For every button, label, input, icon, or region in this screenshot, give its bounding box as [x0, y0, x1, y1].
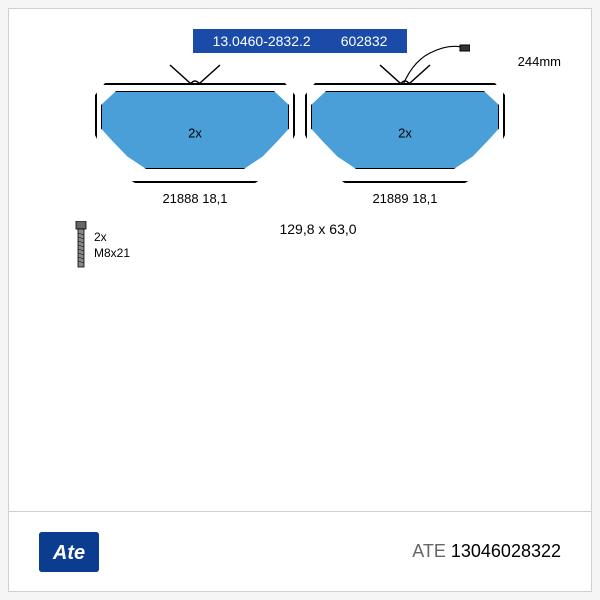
secondary-code: 602832	[341, 33, 388, 49]
brand-name: ATE	[412, 541, 446, 561]
brake-pads-row: 2x 21888 18,1	[39, 83, 561, 206]
bolt-icon	[74, 221, 88, 271]
svg-text:Ate: Ate	[52, 542, 85, 564]
left-pad-qty-label: 2x	[188, 126, 202, 141]
product-diagram-container: 13.0460-2832.2 602832 244mm 2x 21888 18,	[8, 8, 592, 592]
right-pad-spec: 21889 18,1	[305, 191, 505, 206]
right-pad-wrapper: 2x 21889 18,1	[305, 83, 505, 206]
diagram-area: 13.0460-2832.2 602832 244mm 2x 21888 18,	[9, 9, 591, 459]
left-brake-pad: 2x	[95, 83, 295, 183]
bolt-section: 2x M8x21	[74, 221, 130, 271]
wire-length-label: 244mm	[518, 54, 561, 69]
pad-dimensions: 129,8 x 63,0	[279, 221, 356, 237]
header-codes-bar: 13.0460-2832.2 602832	[193, 29, 408, 53]
footer-text: ATE 13046028322	[412, 541, 561, 562]
bolt-spec: M8x21	[94, 246, 130, 262]
footer-bar: Ate ATE 13046028322	[9, 511, 591, 591]
specs-row: 2x M8x21 129,8 x 63,0	[39, 221, 561, 271]
bolt-qty: 2x	[94, 230, 130, 246]
right-pad-qty-label: 2x	[398, 126, 412, 141]
bolt-labels: 2x M8x21	[94, 230, 130, 261]
left-pad-spec: 21888 18,1	[95, 191, 295, 206]
footer-part-number: 13046028322	[451, 541, 561, 561]
left-pad-wrapper: 2x 21888 18,1	[95, 83, 295, 206]
right-brake-pad: 2x	[305, 83, 505, 183]
part-code: 13.0460-2832.2	[213, 33, 311, 49]
brand-logo: Ate	[39, 532, 99, 572]
